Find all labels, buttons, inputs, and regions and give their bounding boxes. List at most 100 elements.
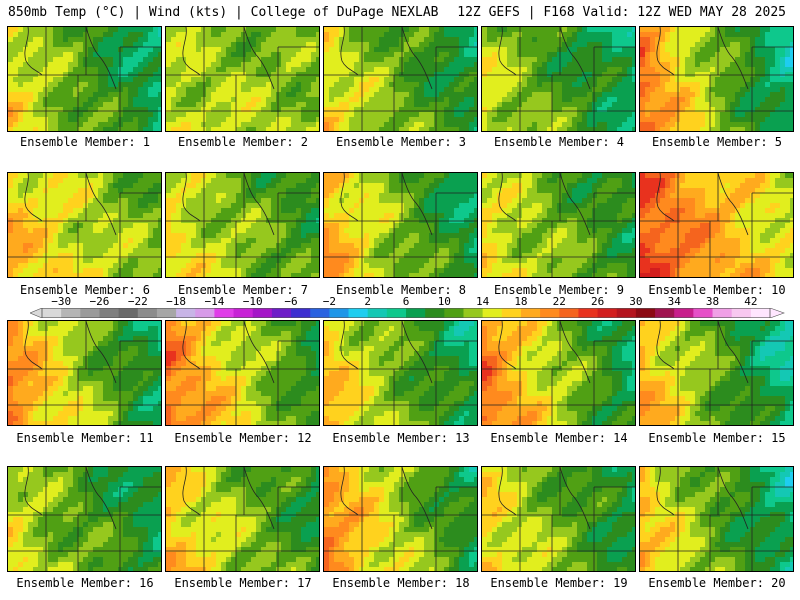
- state-boundaries: [8, 27, 161, 131]
- temperature-field: [166, 27, 319, 131]
- temperature-field: [640, 27, 793, 131]
- colorbar-bin: [348, 308, 369, 318]
- state-boundaries: [640, 173, 793, 277]
- colorbar-bin: [214, 308, 235, 318]
- ensemble-member-map: [481, 466, 636, 572]
- temperature-field: [640, 467, 793, 571]
- colorbar-tick-label: 18: [514, 295, 528, 308]
- ensemble-member-label: Ensemble Member: 4: [493, 135, 625, 149]
- colorbar-tick-label: 34: [667, 295, 681, 308]
- ensemble-member-map: [165, 320, 320, 426]
- colorbar-tick-label: −26: [89, 295, 110, 308]
- state-boundaries: [640, 467, 793, 571]
- colorbar-tick-label: 30: [629, 295, 643, 308]
- state-boundaries: [166, 321, 319, 425]
- colorbar-bin: [195, 308, 215, 318]
- colorbar-bin: [501, 308, 522, 318]
- colorbar-bin: [367, 308, 388, 318]
- state-boundaries: [166, 467, 319, 571]
- ensemble-member-label: Ensemble Member: 8: [335, 283, 467, 297]
- ensemble-member-map: [165, 172, 320, 278]
- colorbar-bin: [329, 308, 350, 318]
- ensemble-member-label: Ensemble Member: 10: [648, 283, 786, 297]
- colorbar-tick-label: 42: [744, 295, 758, 308]
- colorbar-bin: [674, 308, 694, 318]
- colorbar-bin: [559, 308, 579, 318]
- temperature-field: [482, 321, 635, 425]
- colorbar-bin: [693, 308, 714, 318]
- colorbar-bin: [616, 308, 637, 318]
- temperature-field: [8, 321, 161, 425]
- ensemble-member-map: [7, 466, 162, 572]
- temperature-field: [8, 173, 161, 277]
- state-boundaries: [324, 27, 477, 131]
- colorbar-tick-label: −22: [127, 295, 148, 308]
- colorbar-bin: [578, 308, 599, 318]
- state-boundaries: [166, 173, 319, 277]
- ensemble-member-map: [7, 26, 162, 132]
- temperature-colorbar: [30, 308, 785, 318]
- colorbar-bin: [233, 308, 254, 318]
- colorbar-bin: [80, 308, 100, 318]
- colorbar-bin: [635, 308, 656, 318]
- colorbar-bin: [482, 308, 503, 318]
- ensemble-member-map: [481, 172, 636, 278]
- colorbar-bin: [61, 308, 81, 318]
- temperature-field: [482, 27, 635, 131]
- chart-title: 850mb Temp (°C) | Wind (kts) | College o…: [8, 5, 439, 20]
- ensemble-member-map: [639, 320, 794, 426]
- temperature-field: [8, 27, 161, 131]
- ensemble-member-map: [7, 320, 162, 426]
- temperature-field: [640, 173, 793, 277]
- colorbar-tick-label: 2: [364, 295, 371, 308]
- colorbar-bin: [750, 308, 771, 318]
- ensemble-member-map: [323, 466, 478, 572]
- state-boundaries: [8, 467, 161, 571]
- state-boundaries: [482, 27, 635, 131]
- colorbar-bin: [463, 308, 484, 318]
- ensemble-member-map: [481, 320, 636, 426]
- ensemble-member-label: Ensemble Member: 1: [19, 135, 151, 149]
- ensemble-member-label: Ensemble Member: 2: [177, 135, 309, 149]
- ensemble-member-map: [165, 466, 320, 572]
- ensemble-member-label: Ensemble Member: 3: [335, 135, 467, 149]
- ensemble-member-map: [639, 172, 794, 278]
- temperature-field: [166, 173, 319, 277]
- temperature-field: [324, 467, 477, 571]
- ensemble-member-map: [639, 466, 794, 572]
- colorbar-bin: [731, 308, 752, 318]
- colorbar-bin: [444, 308, 464, 318]
- colorbar-bin: [252, 308, 273, 318]
- temperature-field: [166, 321, 319, 425]
- ensemble-member-label: Ensemble Member: 9: [493, 283, 625, 297]
- colorbar-bin: [520, 308, 541, 318]
- colorbar-bin: [655, 308, 675, 318]
- colorbar-bin: [156, 308, 177, 318]
- state-boundaries: [8, 173, 161, 277]
- state-boundaries: [640, 27, 793, 131]
- colorbar-bin: [597, 308, 618, 318]
- ensemble-member-map: [481, 26, 636, 132]
- colorbar-bin: [425, 308, 445, 318]
- ensemble-member-map: [165, 26, 320, 132]
- colorbar-bin: [540, 308, 560, 318]
- ensemble-member-map: [323, 172, 478, 278]
- colorbar-arrow: [769, 308, 785, 318]
- colorbar-tick-label: 26: [590, 295, 605, 308]
- colorbar-bin: [386, 308, 407, 318]
- colorbar-bin: [176, 308, 196, 318]
- ensemble-member-label: Ensemble Member: 5: [651, 135, 783, 149]
- state-boundaries: [482, 321, 635, 425]
- ensemble-member-label: Ensemble Member: 18: [332, 576, 470, 590]
- state-boundaries: [8, 321, 161, 425]
- temperature-field: [324, 27, 477, 131]
- state-boundaries: [482, 173, 635, 277]
- state-boundaries: [324, 173, 477, 277]
- ensemble-member-label: Ensemble Member: 12: [174, 431, 312, 445]
- colorbar-tick-label: 14: [476, 295, 490, 308]
- state-boundaries: [166, 27, 319, 131]
- ensemble-member-map: [323, 26, 478, 132]
- colorbar-tick-label: 6: [402, 295, 410, 308]
- ensemble-member-label: Ensemble Member: 16: [16, 576, 154, 590]
- ensemble-member-label: Ensemble Member: 15: [648, 431, 786, 445]
